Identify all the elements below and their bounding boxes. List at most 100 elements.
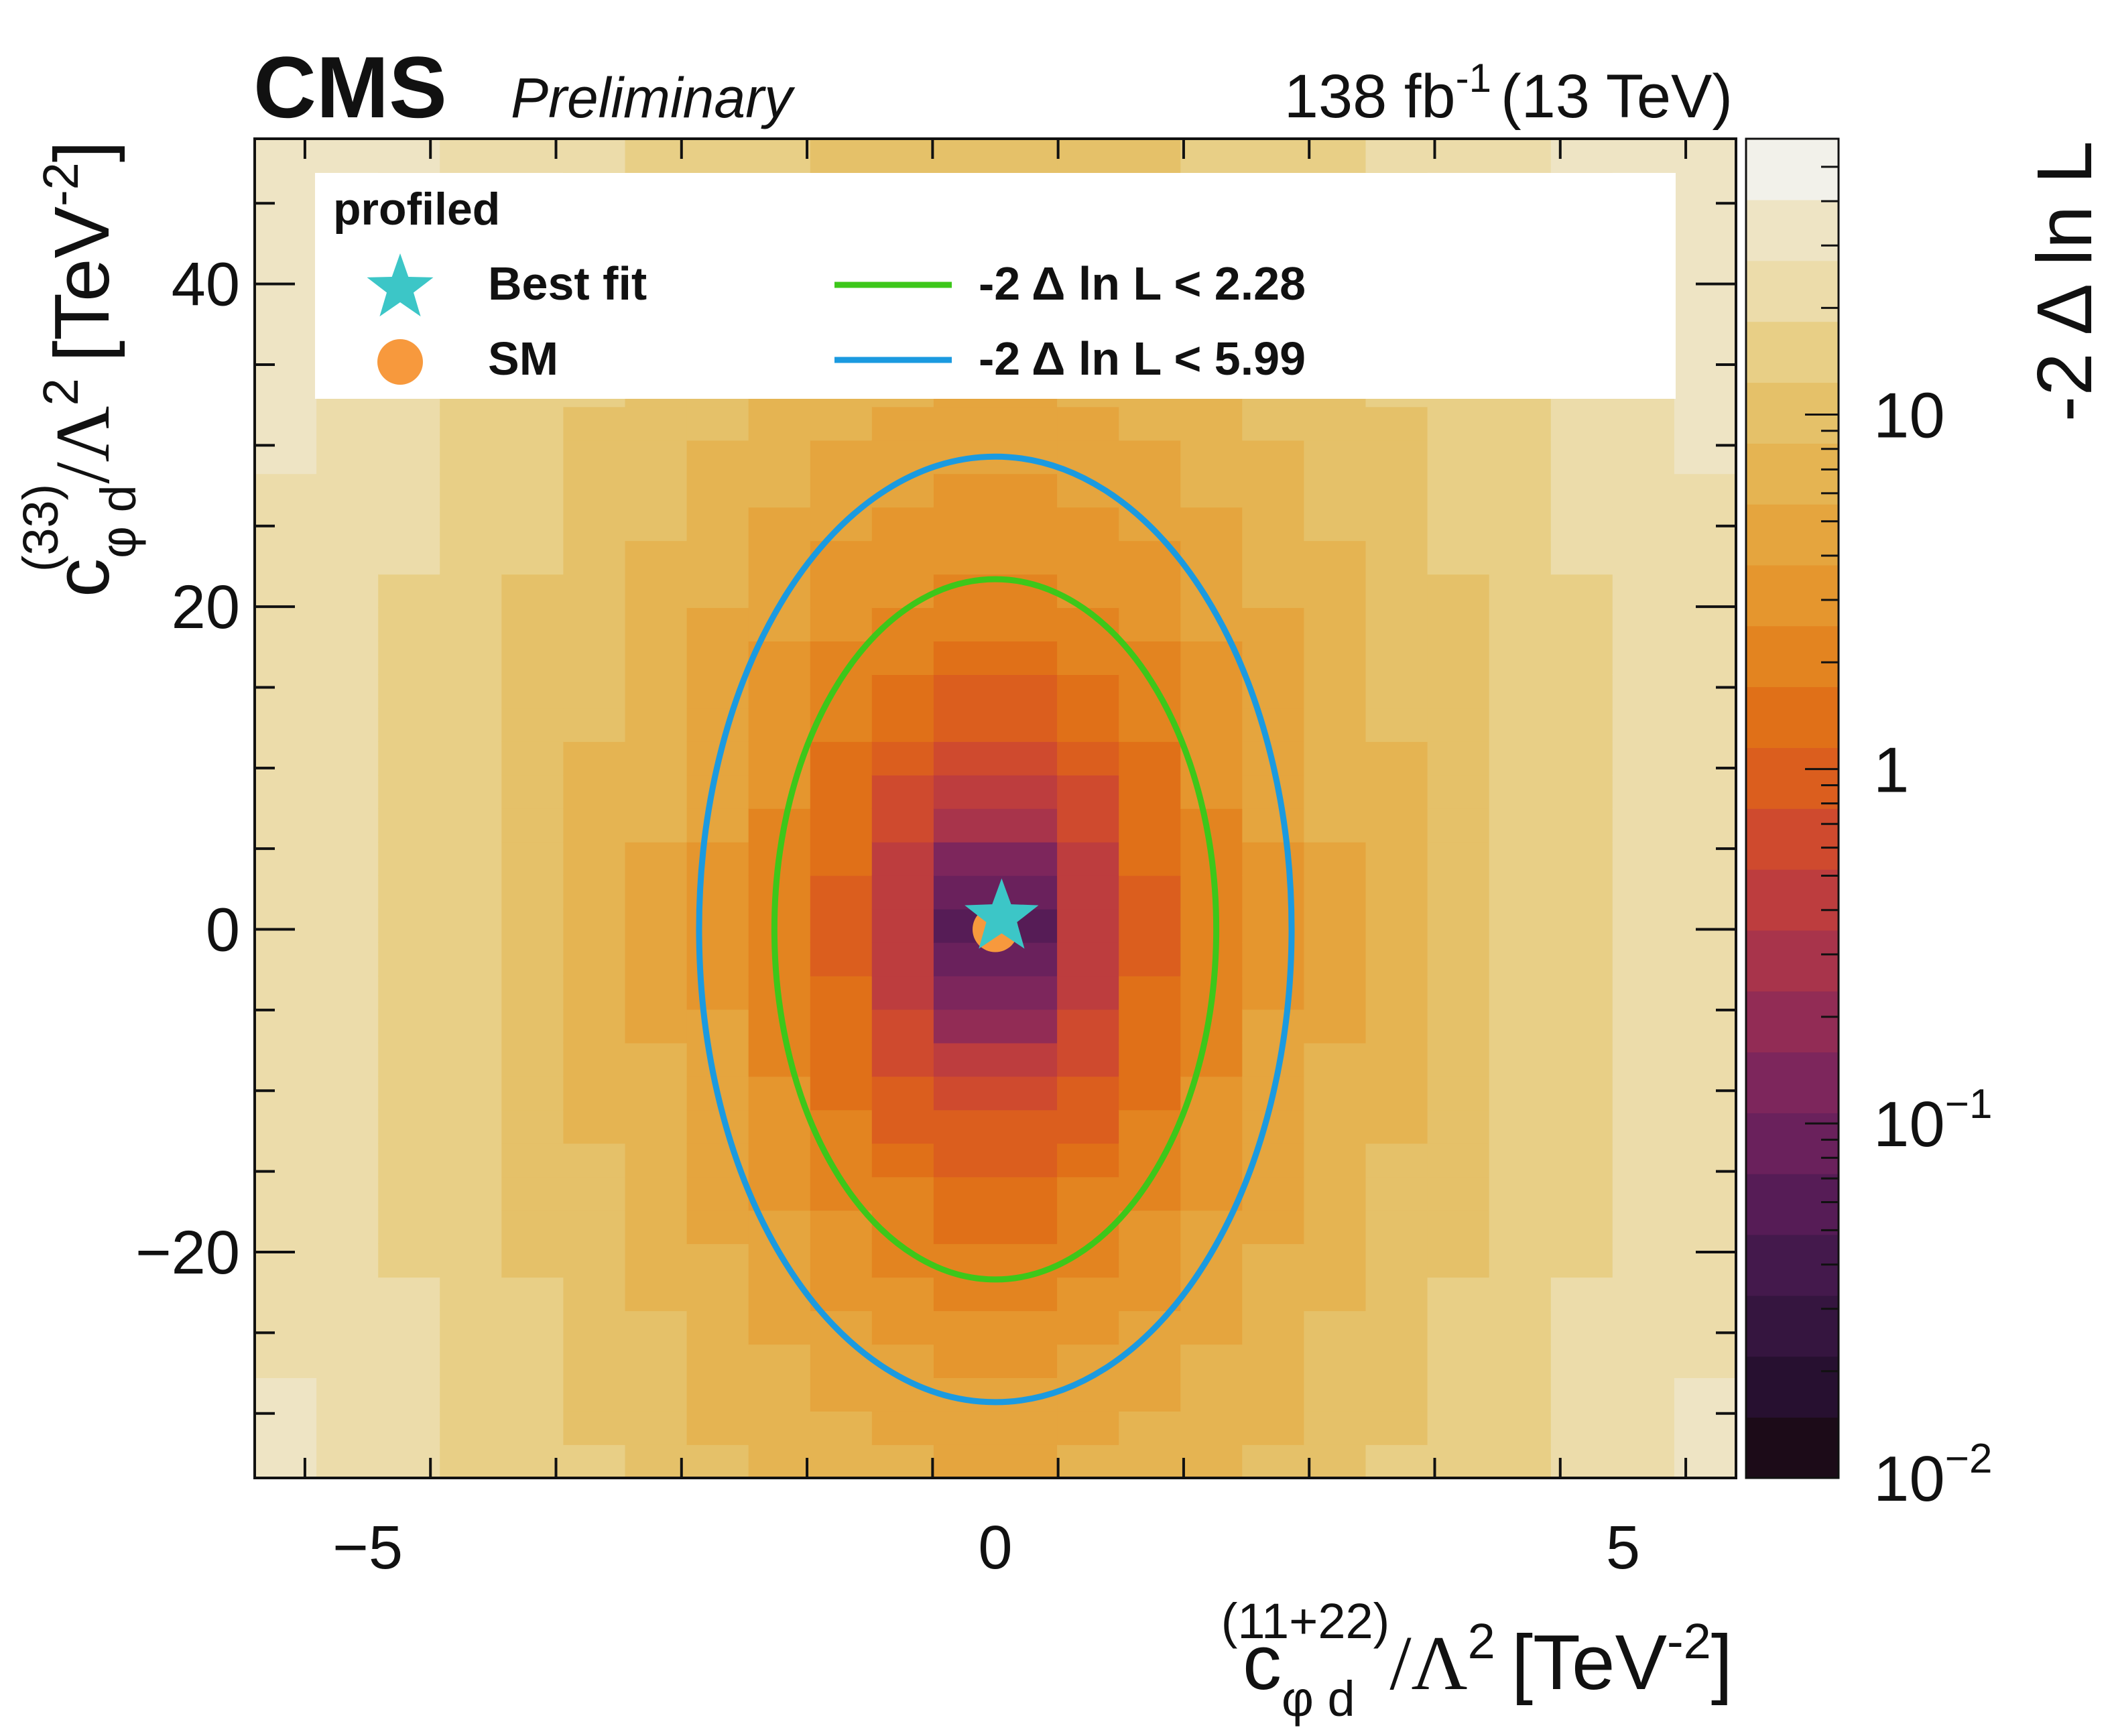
heatmap-cell [1304, 1344, 1367, 1378]
heatmap-cell [1119, 139, 1182, 173]
heatmap-cell [686, 1009, 749, 1044]
heatmap-cell [501, 1377, 564, 1412]
y-tick-label: 0 [206, 896, 240, 965]
heatmap-cell [995, 741, 1058, 776]
heatmap-cell [1304, 942, 1367, 977]
heatmap-cell [1674, 708, 1737, 742]
heatmap-cell [1674, 1076, 1737, 1111]
heatmap-cell [871, 942, 934, 977]
heatmap-cell [440, 975, 503, 1010]
heatmap-cell [501, 942, 564, 977]
heatmap-cell [1365, 1310, 1428, 1345]
heatmap-cell [378, 440, 441, 475]
heatmap-cell [1365, 607, 1428, 641]
heatmap-cell [255, 875, 317, 910]
heatmap-cell [440, 507, 503, 542]
heatmap-cell [1612, 1377, 1675, 1412]
heatmap-cell [440, 1344, 503, 1378]
heatmap-cell [1427, 540, 1490, 575]
heatmap-cell [563, 540, 626, 575]
y-tick-labels: −20 0 20 40 [135, 251, 240, 1287]
heatmap-cell [1180, 1176, 1243, 1211]
heatmap-cell [1550, 406, 1613, 441]
heatmap-cell [1365, 708, 1428, 742]
heatmap-cell [1180, 1344, 1243, 1378]
heatmap-cell [1674, 306, 1737, 340]
heatmap-cell [1550, 507, 1613, 542]
heatmap-cell [1304, 841, 1367, 876]
heatmap-cell [1427, 1377, 1490, 1412]
heatmap-cell [1427, 1042, 1490, 1077]
heatmap-cell [501, 1109, 564, 1144]
axis-ticks [255, 139, 1736, 1478]
heatmap-cell [1057, 406, 1119, 441]
heatmap-cell [1119, 1143, 1182, 1178]
heatmap-cell [871, 875, 934, 910]
heatmap-cell [501, 1344, 564, 1378]
heatmap-cell [501, 1243, 564, 1278]
heatmap-cell [1674, 1210, 1737, 1245]
y-axis-title: cφ d (33)/Λ2 [TeV-2] [13, 141, 146, 597]
heatmap-cell [1180, 440, 1243, 475]
heatmap-cell [625, 1344, 688, 1378]
heatmap-cell [440, 1411, 503, 1445]
y-tick-label: 40 [172, 251, 240, 319]
heatmap-cell [563, 507, 626, 542]
heatmap-cell [871, 1377, 934, 1412]
heatmap-cell [1304, 440, 1367, 475]
heatmap-cell [686, 440, 749, 475]
heatmap-cell [1489, 540, 1552, 575]
heatmap-cell [378, 775, 441, 809]
heatmap-cell [1304, 808, 1367, 843]
heatmap-cell [1674, 641, 1737, 675]
heatmap-cell [501, 1009, 564, 1044]
heatmap-cell [440, 1042, 503, 1077]
heatmap-cell [1612, 841, 1675, 876]
heatmap-cell [1365, 1009, 1428, 1044]
heatmap-cell [1119, 1277, 1182, 1312]
heatmap-cell [1550, 1377, 1613, 1412]
heatmap-cell [1242, 440, 1305, 475]
heatmap-cell [1304, 406, 1367, 441]
heatmap-cell [1612, 808, 1675, 843]
heatmap-cell [1057, 975, 1119, 1010]
heatmap-cell [810, 1310, 873, 1345]
heatmap-cell [501, 574, 564, 609]
heatmap-cell [1180, 607, 1243, 641]
heatmap-cell [933, 641, 996, 675]
heatmap-cell [686, 1310, 749, 1345]
heatmap-cell [933, 1009, 996, 1044]
heatmap-cell [1489, 1176, 1552, 1211]
heatmap-cell [1242, 607, 1305, 641]
heatmap-cell [255, 808, 317, 843]
heatmap-cell [1674, 841, 1737, 876]
heatmap-cell [563, 1344, 626, 1378]
heatmap-cell [871, 1444, 934, 1479]
heatmap-cell [1489, 607, 1552, 641]
heatmap-cell [1057, 741, 1119, 776]
heatmap-cell [501, 641, 564, 675]
heatmap-cell [748, 1310, 811, 1345]
heatmap-cell [933, 808, 996, 843]
heatmap-cell [1365, 139, 1428, 173]
heatmap-cell [563, 473, 626, 508]
heatmap-cell [1427, 808, 1490, 843]
heatmap-cell [1674, 1042, 1737, 1077]
heatmap-cell [1119, 1009, 1182, 1044]
heatmap-cell [1674, 875, 1737, 910]
heatmap-cell [625, 1009, 688, 1044]
heatmap-cell [440, 908, 503, 943]
heatmap-cell [933, 674, 996, 708]
heatmap-cell [440, 775, 503, 809]
heatmap-cell [1489, 708, 1552, 742]
heatmap-cell [1365, 1444, 1428, 1479]
heatmap-cell [378, 975, 441, 1010]
heatmap-cell [625, 1143, 688, 1178]
heatmap-cell [440, 841, 503, 876]
heatmap-cell [501, 1411, 564, 1445]
heatmap-cell [995, 473, 1058, 508]
color-bar-segment [1746, 139, 1839, 200]
heatmap-cell [1674, 674, 1737, 708]
heatmap-cell [563, 1143, 626, 1178]
heatmap-cell [316, 841, 379, 876]
